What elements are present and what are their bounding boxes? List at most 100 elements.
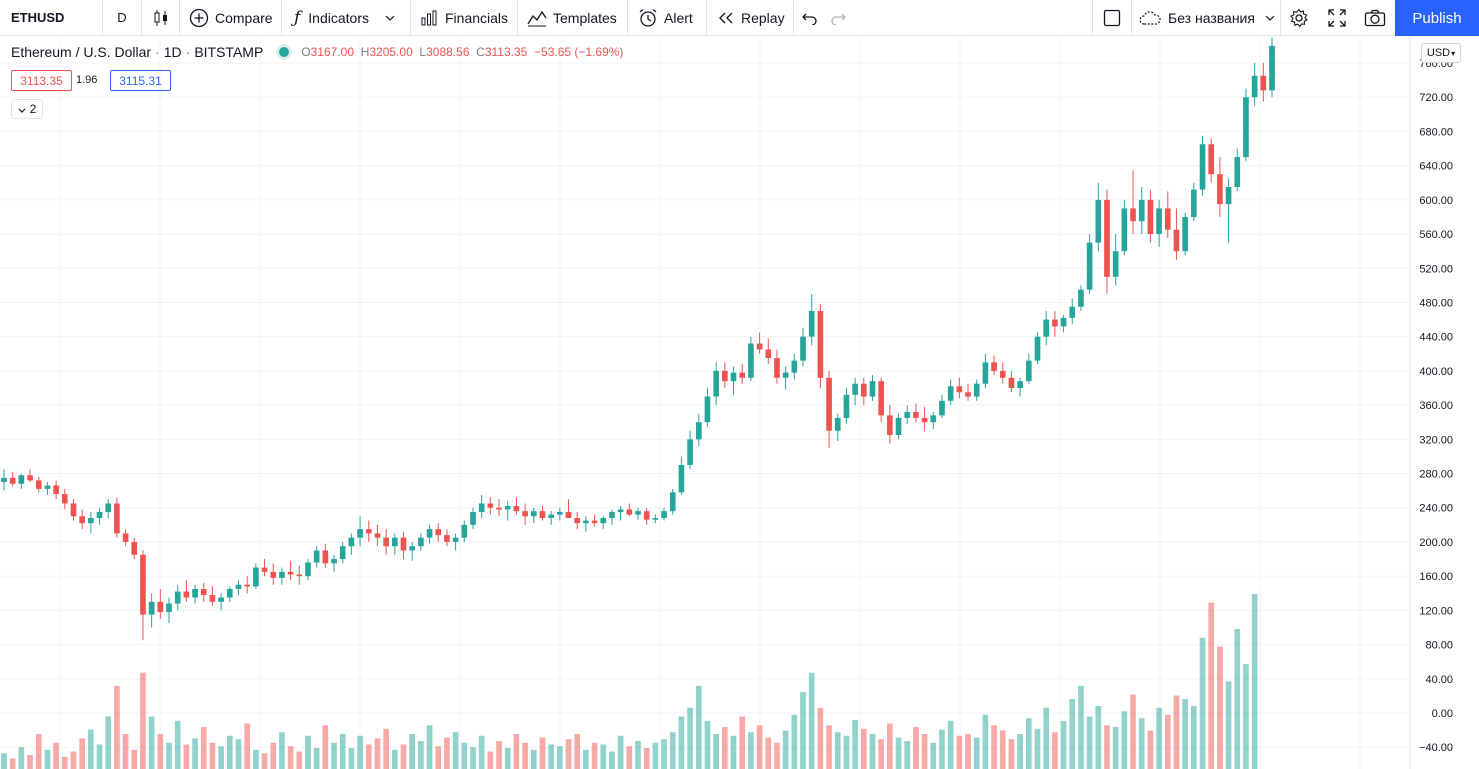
candle — [513, 497, 520, 515]
candles-icon — [152, 9, 170, 27]
snapshot-button[interactable] — [1357, 0, 1393, 35]
price-tick-label: 80.00 — [1425, 640, 1453, 652]
volume-bar — [1164, 714, 1171, 769]
volume-bar — [1191, 706, 1197, 769]
settings-button[interactable] — [1281, 0, 1317, 35]
candle-body — [305, 562, 311, 577]
alert-button[interactable]: Alert — [628, 0, 706, 35]
interval-button[interactable]: D — [103, 0, 141, 35]
compare-button[interactable]: Compare — [180, 0, 281, 35]
volume-bar — [565, 739, 572, 769]
currency-dropdown[interactable]: USD ▾ — [1421, 43, 1461, 63]
candle-body — [131, 541, 138, 555]
candle — [166, 597, 172, 624]
candle-body — [913, 411, 919, 418]
candle-body — [331, 559, 337, 564]
candle — [565, 499, 572, 518]
candle — [244, 576, 251, 594]
candle — [522, 503, 528, 525]
bar-chart-icon — [420, 9, 438, 27]
volume-bar — [496, 741, 502, 769]
candle-body — [826, 377, 832, 431]
candle-body — [383, 537, 389, 547]
candle-body — [800, 336, 806, 361]
candle-body — [1095, 199, 1102, 243]
volume-bar — [921, 734, 928, 769]
volume-bar — [626, 746, 633, 769]
candle — [400, 531, 407, 560]
candle — [739, 364, 746, 384]
undo-button[interactable] — [796, 0, 824, 35]
volume-bar — [687, 707, 693, 769]
candle-body — [583, 520, 589, 524]
symbol-search-button[interactable]: ETHUSD — [0, 0, 102, 35]
legend-exchange: BITSTAMP — [194, 44, 264, 60]
fullscreen-button[interactable] — [1319, 0, 1355, 35]
candle-body — [1243, 97, 1249, 158]
volume-bar — [609, 751, 615, 769]
volume-bar — [270, 742, 277, 769]
sell-price-button[interactable]: 3113.35 — [11, 70, 72, 91]
indicators-button[interactable]: ƒ Indicators — [282, 0, 410, 35]
candle — [973, 379, 980, 401]
candle-body — [713, 370, 719, 397]
volume-bar — [1069, 699, 1076, 769]
volume-bar — [1025, 718, 1032, 769]
volume-bar — [200, 727, 207, 769]
candle — [1191, 182, 1197, 222]
candle-body — [687, 439, 693, 465]
plus-circle-icon — [189, 8, 209, 28]
candle — [913, 403, 919, 423]
templates-label: Templates — [553, 9, 617, 26]
candle-body — [209, 594, 216, 602]
symbol-title[interactable]: Ethereum / U.S. Dollar — [11, 44, 152, 60]
financials-label: Financials — [445, 9, 509, 26]
chevron-down-icon[interactable] — [385, 15, 395, 21]
financials-button[interactable]: Financials — [411, 0, 517, 35]
candle — [383, 529, 389, 555]
chart-type-button[interactable] — [142, 0, 179, 35]
open-value: 3167.00 — [310, 45, 355, 59]
layout-menu-button[interactable]: Без названия — [1132, 0, 1280, 35]
candle-body — [426, 529, 433, 538]
candle-body — [226, 588, 233, 598]
market-status-icon[interactable] — [279, 47, 290, 57]
compare-label: Compare — [215, 9, 273, 26]
buy-price-button[interactable]: 3115.31 — [110, 70, 171, 91]
templates-button[interactable]: Templates — [518, 0, 627, 35]
indicators-count: 2 — [29, 102, 37, 116]
candle — [930, 411, 937, 430]
candle-body — [296, 574, 303, 577]
redo-button[interactable] — [824, 0, 852, 35]
candle-body — [9, 477, 16, 484]
candle-body — [704, 396, 711, 423]
currency-label: USD — [1426, 47, 1451, 59]
volume-bar — [713, 734, 719, 769]
chevron-down-icon — [18, 102, 26, 116]
divider — [627, 0, 628, 35]
volume-bar — [1078, 685, 1084, 769]
candle — [27, 469, 33, 483]
price-tick-label: 280.00 — [1419, 469, 1453, 481]
candle-body — [748, 343, 754, 378]
candle — [1095, 182, 1102, 252]
volume-bar — [869, 734, 876, 769]
price-chart[interactable]: 760.00720.00680.00640.00600.00560.00520.… — [0, 37, 1479, 769]
candle-body — [53, 485, 59, 495]
publish-button[interactable]: Publish — [1395, 0, 1479, 36]
candle-body — [999, 370, 1006, 378]
fullscreen-select-button[interactable] — [1093, 0, 1131, 35]
volume-bar — [1008, 739, 1015, 769]
volume-bar — [487, 751, 494, 769]
layout-name-label: Без названия — [1168, 9, 1255, 26]
replay-button[interactable]: Replay — [707, 0, 793, 35]
volume-bar — [253, 749, 259, 769]
volume-bar — [1121, 711, 1128, 769]
volume-bars — [1, 594, 1258, 769]
high-value: 3205.00 — [369, 45, 413, 59]
volume-bar — [435, 746, 442, 769]
candle — [140, 550, 146, 641]
candle-body — [496, 507, 502, 510]
indicators-toggle[interactable]: 2 — [11, 99, 43, 119]
volume-bar — [166, 742, 172, 769]
